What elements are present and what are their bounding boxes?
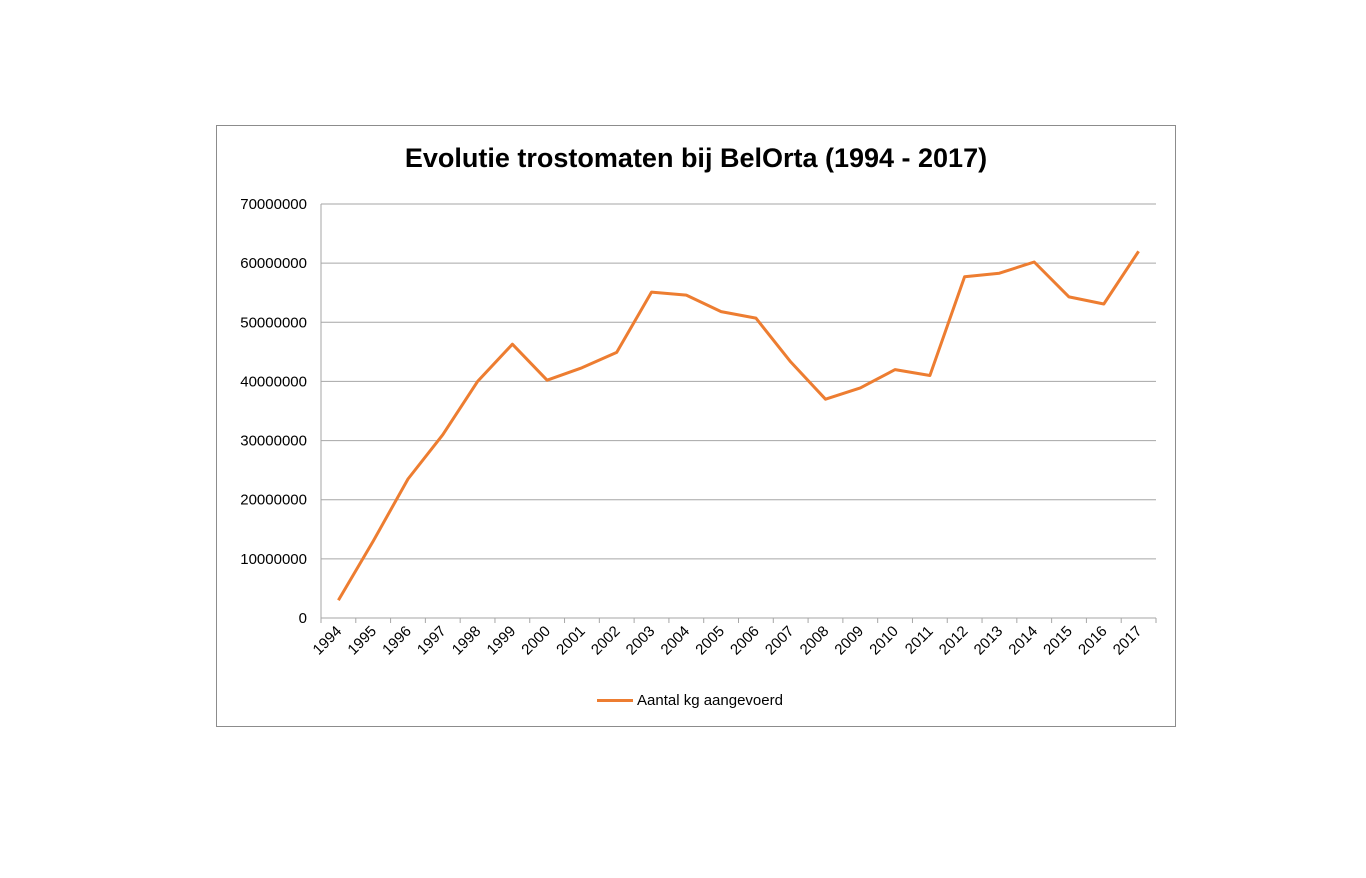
chart-title: Evolutie trostomaten bij BelOrta (1994 -… (404, 143, 988, 173)
y-tick-label: 40000000 (240, 373, 307, 390)
data-point (894, 368, 897, 371)
y-tick-label: 20000000 (240, 492, 307, 509)
data-point (998, 272, 1001, 275)
data-point (963, 275, 966, 278)
data-point (789, 360, 792, 363)
y-tick-label: 50000000 (240, 314, 307, 331)
x-tick-label: 2010 (866, 623, 902, 659)
data-point (372, 540, 375, 543)
data-point (615, 351, 618, 354)
data-point (685, 294, 688, 297)
data-point (754, 317, 757, 320)
x-tick-label: 2012 (936, 623, 972, 659)
data-point (720, 310, 723, 313)
data-point (476, 380, 479, 383)
data-point (1033, 260, 1036, 263)
legend-swatch (597, 698, 633, 702)
x-tick-label: 2003 (623, 623, 659, 659)
x-tick-label: 2015 (1040, 623, 1076, 659)
legend-label: Aantal kg aangevoerd (637, 691, 783, 709)
x-tick-label: 2014 (1005, 623, 1041, 659)
x-tick-label: 2007 (762, 623, 798, 659)
data-point (1102, 302, 1105, 305)
x-tick-label: 2002 (588, 623, 624, 659)
x-tick-label: 1995 (344, 623, 380, 659)
x-tick-label: 1998 (449, 623, 485, 659)
chart-area: Evolutie trostomaten bij BelOrta (1994 -… (216, 125, 1176, 727)
data-point (1137, 250, 1140, 253)
y-tick-label: 10000000 (240, 551, 307, 568)
data-point (546, 379, 549, 382)
legend: Aantal kg aangevoerd (597, 690, 783, 710)
x-tick-label: 1994 (310, 623, 346, 659)
x-tick-label: 2004 (658, 623, 694, 659)
x-tick-label: 2006 (727, 623, 763, 659)
y-tick-label: 30000000 (240, 433, 307, 450)
y-tick-label: 60000000 (240, 255, 307, 272)
series-line (337, 250, 1140, 602)
x-tick-label: 2017 (1110, 623, 1146, 659)
data-point (406, 478, 409, 481)
x-tick-label: 2008 (797, 623, 833, 659)
x-tick-label: 2016 (1075, 623, 1111, 659)
x-tick-label: 2005 (692, 623, 728, 659)
data-point (580, 366, 583, 369)
data-point (1068, 295, 1071, 298)
data-point (859, 386, 862, 389)
line-chart: 0 10000000 20000000 30000000 40000000 5000000… (240, 196, 1157, 659)
x-tick-label: 2013 (971, 623, 1007, 659)
data-point (337, 599, 340, 602)
y-tick-label: 0 (299, 610, 307, 627)
data-point (441, 433, 444, 436)
x-tick-label: 2011 (902, 623, 937, 658)
data-point (511, 343, 514, 346)
x-tick-label: 2001 (553, 623, 589, 659)
data-point (824, 398, 827, 401)
x-tick-label: 1999 (484, 623, 520, 659)
data-point (928, 374, 931, 377)
x-tick-label: 1997 (414, 623, 450, 659)
x-tick-label: 1996 (379, 623, 415, 659)
y-tick-label: 70000000 (240, 196, 307, 213)
data-point (650, 291, 653, 294)
x-tick-label: 2000 (518, 623, 554, 659)
x-tick-label: 2009 (831, 623, 867, 659)
